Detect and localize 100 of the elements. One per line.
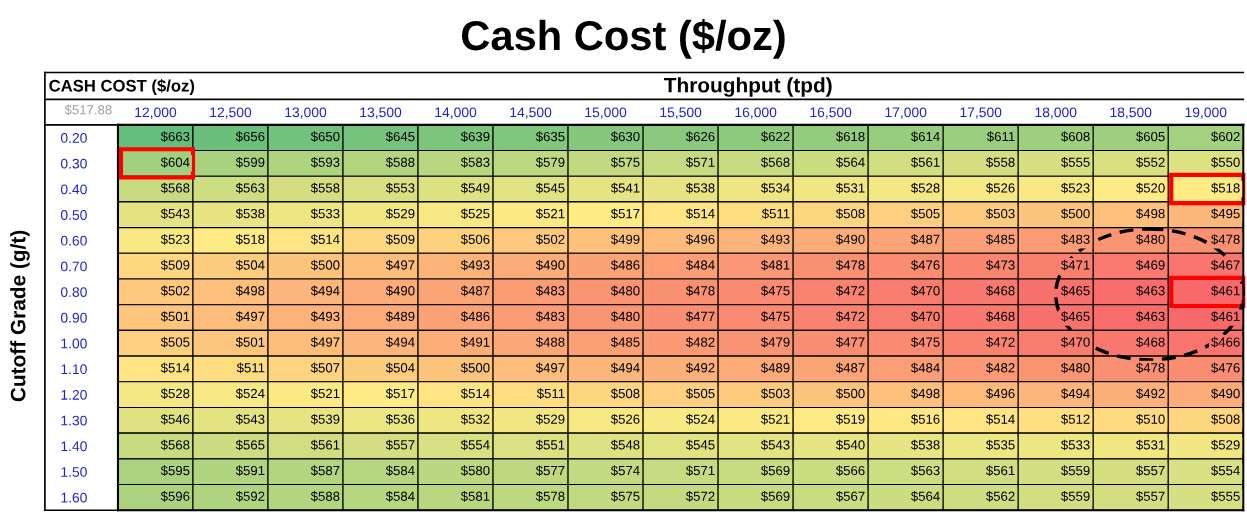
data-label: $558	[310, 182, 340, 194]
data-label: $489	[385, 311, 415, 322]
data-label: $571	[685, 465, 715, 477]
data-label: $467	[1211, 259, 1240, 271]
data-label: $471	[1061, 259, 1090, 271]
data-label: $518	[1211, 182, 1240, 194]
x-tick-label: 12,500	[210, 107, 252, 119]
data-label: $486	[460, 311, 490, 322]
data-label: $506	[460, 234, 490, 245]
data-label: $525	[460, 208, 490, 220]
data-label: $599	[235, 157, 265, 168]
data-label: $511	[761, 208, 790, 220]
data-label: $470	[1061, 336, 1090, 348]
data-label: $555	[1211, 491, 1240, 502]
x-tick-label: 12,000	[135, 107, 177, 119]
x-tick-label: 14,000	[435, 107, 477, 119]
data-label: $475	[760, 285, 790, 297]
data-label: $502	[535, 234, 565, 245]
data-label: $529	[535, 413, 565, 425]
data-label: $473	[985, 259, 1015, 271]
data-label: $656	[235, 131, 265, 143]
data-label: $482	[985, 362, 1015, 374]
data-label: $568	[160, 182, 190, 194]
data-label: $540	[835, 439, 865, 451]
data-label: $593	[310, 157, 340, 168]
data-label: $493	[760, 234, 790, 245]
data-label: $645	[385, 131, 415, 143]
data-label: $531	[835, 182, 865, 194]
text: $517.88	[64, 104, 112, 116]
data-label: $508	[1211, 413, 1240, 425]
x-tick-label: 18,000	[1035, 107, 1077, 119]
data-label: $532	[460, 413, 490, 425]
data-label: $554	[1211, 465, 1240, 477]
data-label: $483	[535, 285, 565, 297]
data-label: $595	[160, 465, 190, 477]
data-label: $469	[1136, 259, 1165, 271]
data-label: $605	[1136, 131, 1165, 143]
x-tick-label: 17,500	[960, 107, 1002, 119]
data-label: $503	[985, 208, 1015, 220]
data-label: $602	[1211, 131, 1240, 143]
x-tick-label: 16,000	[735, 107, 777, 119]
x-tick-label: 15,500	[660, 107, 702, 119]
data-label: $614	[910, 131, 940, 143]
data-label: $557	[385, 439, 415, 451]
data-label: $501	[160, 311, 190, 322]
data-label: $514	[985, 413, 1015, 425]
data-label: $569	[760, 465, 790, 477]
data-label: $463	[1136, 285, 1165, 297]
data-label: $604	[160, 157, 190, 168]
data-label: $476	[1211, 362, 1240, 374]
y-tick-label: 0.70	[60, 261, 87, 272]
data-label: $484	[910, 362, 940, 374]
data-label: $626	[685, 131, 715, 143]
data-label: $503	[760, 388, 790, 399]
y-tick-label: 0.40	[60, 184, 87, 195]
data-label: $538	[685, 182, 715, 194]
data-label: $569	[760, 491, 790, 502]
data-label: $552	[1136, 157, 1165, 168]
data-label: $490	[385, 285, 415, 297]
data-label: $489	[760, 362, 790, 374]
data-label: $498	[1136, 208, 1165, 220]
data-label: $468	[985, 285, 1015, 297]
data-label: $558	[985, 157, 1015, 168]
data-label: $554	[460, 439, 490, 451]
data-label: $539	[310, 413, 340, 425]
data-label: $511	[536, 388, 565, 399]
data-label: $481	[760, 259, 790, 271]
data-label: $499	[610, 234, 640, 245]
data-label: $479	[760, 336, 790, 348]
data-label: $466	[1211, 336, 1240, 348]
data-label: $468	[1136, 336, 1165, 348]
data-label: $508	[610, 388, 640, 399]
y-tick-label: 1.60	[61, 492, 87, 503]
data-label: $504	[385, 362, 415, 374]
data-label: $553	[385, 182, 415, 194]
data-label: $561	[985, 465, 1015, 477]
data-label: $584	[385, 491, 415, 502]
x-axis-title: Throughput (tpd)	[663, 77, 832, 97]
data-label: $470	[910, 285, 940, 297]
data-label: $486	[610, 259, 640, 271]
y-axis-title: Cutoff Grade (g/t)	[10, 230, 30, 402]
data-label: $579	[535, 157, 565, 168]
data-label: $528	[910, 182, 940, 194]
data-label: $564	[910, 491, 940, 502]
chart-title: Cash Cost ($/oz)	[462, 19, 785, 59]
data-label: $596	[160, 491, 190, 502]
data-label: $557	[1136, 465, 1165, 477]
data-label: $663	[160, 131, 190, 143]
data-label: $575	[610, 491, 640, 502]
data-label: $472	[835, 311, 865, 322]
data-label: $543	[160, 208, 190, 220]
data-label: $500	[1061, 208, 1090, 220]
data-label: $563	[235, 182, 265, 194]
data-label: $494	[1061, 388, 1090, 399]
data-label: $494	[385, 336, 415, 348]
data-label: $476	[910, 259, 940, 271]
data-label: $465	[1061, 311, 1090, 322]
data-label: $550	[1211, 157, 1240, 168]
data-label: $493	[310, 311, 340, 322]
data-label: $500	[310, 259, 340, 271]
